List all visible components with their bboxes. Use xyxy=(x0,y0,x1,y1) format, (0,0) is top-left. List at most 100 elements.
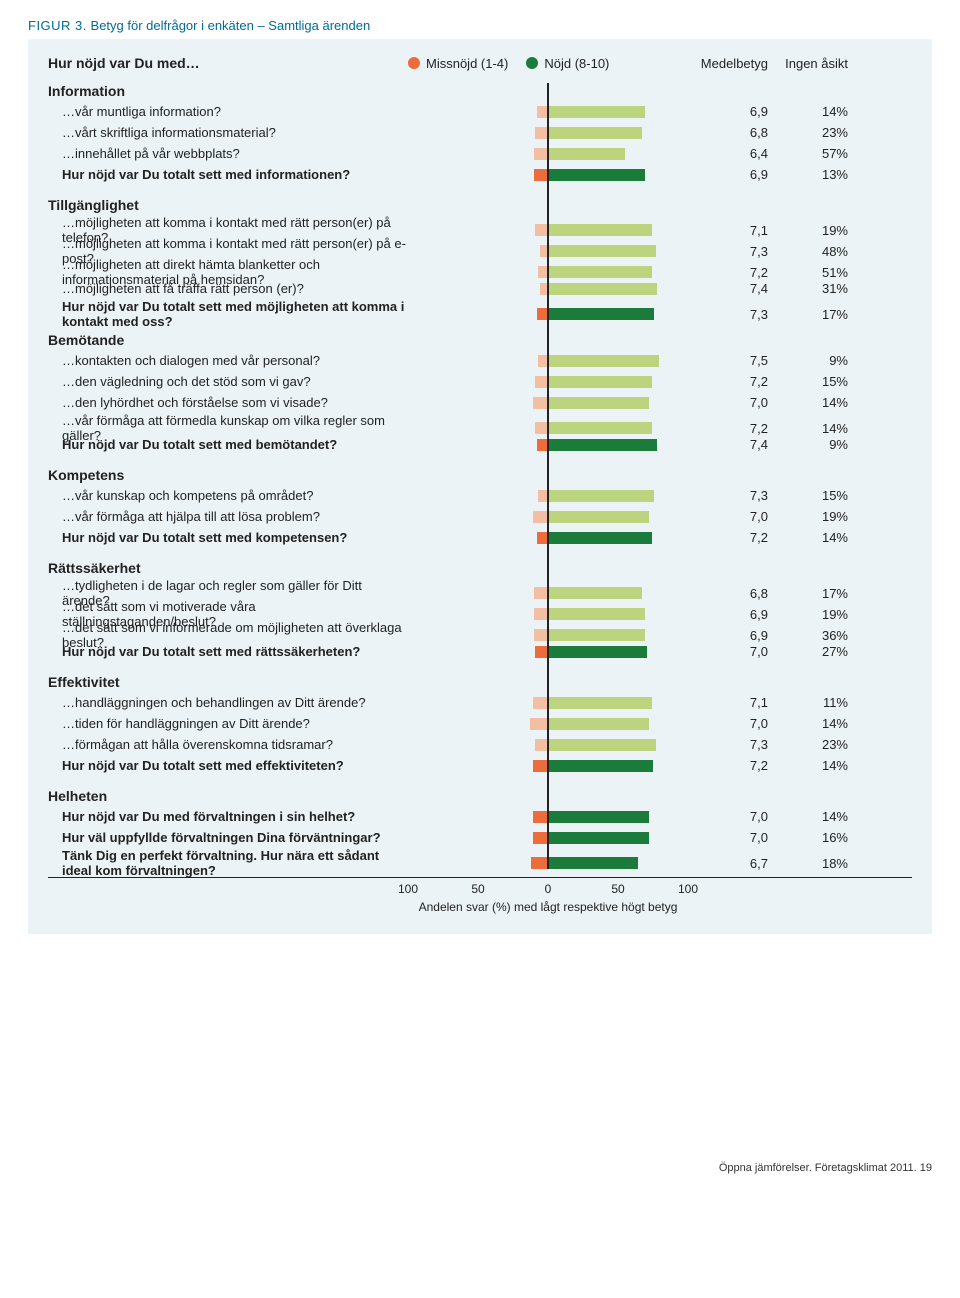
row-none: 17% xyxy=(768,586,848,601)
bar-right xyxy=(548,490,654,502)
data-row: Hur nöjd var Du totalt sett med möjlighe… xyxy=(48,299,912,320)
x-tick: 100 xyxy=(398,882,418,896)
row-mean: 7,2 xyxy=(688,758,768,773)
bar-left xyxy=(533,511,548,523)
bar-right xyxy=(548,739,656,751)
row-mean: 7,2 xyxy=(688,265,768,280)
x-caption-row: Andelen svar (%) med lågt respektive hög… xyxy=(48,900,912,914)
section-title: Bemötande xyxy=(48,332,912,348)
x-caption: Andelen svar (%) med lågt respektive hög… xyxy=(408,900,688,914)
bar-right xyxy=(548,422,652,434)
bar-right xyxy=(548,587,642,599)
row-none: 14% xyxy=(768,421,848,436)
bar-right xyxy=(548,245,656,257)
row-none: 13% xyxy=(768,167,848,182)
row-label: …möjligheten att få träffa rätt person (… xyxy=(48,281,408,296)
bar-right xyxy=(548,646,647,658)
row-mean: 7,0 xyxy=(688,395,768,410)
row-none: 23% xyxy=(768,737,848,752)
x-ticks: 10050050100 xyxy=(408,882,688,896)
row-mean: 7,2 xyxy=(688,530,768,545)
row-none: 19% xyxy=(768,223,848,238)
data-row: Tänk Dig en perfekt förvaltning. Hur när… xyxy=(48,848,912,869)
bar-left xyxy=(534,148,548,160)
legend: Missnöjd (1-4) Nöjd (8-10) xyxy=(408,56,688,71)
data-row: …vår förmåga att förmedla kunskap om vil… xyxy=(48,413,912,434)
bar-right xyxy=(548,106,645,118)
row-mean: 7,5 xyxy=(688,353,768,368)
row-none: 36% xyxy=(768,628,848,643)
row-label: …vår förmåga att hjälpa till att lösa pr… xyxy=(48,509,408,524)
row-label: …kontakten och dialogen med vår personal… xyxy=(48,353,408,368)
row-mean: 6,4 xyxy=(688,146,768,161)
bar-right xyxy=(548,511,649,523)
row-mean: 7,2 xyxy=(688,421,768,436)
data-row: …vår muntliga information?6,914% xyxy=(48,101,912,122)
legend-satisfied: Nöjd (8-10) xyxy=(526,56,609,71)
header-none: Ingen åsikt xyxy=(768,56,848,71)
row-label: …den lyhördhet och förståelse som vi vis… xyxy=(48,395,408,410)
row-mean: 7,3 xyxy=(688,244,768,259)
axis-line xyxy=(547,83,549,869)
row-label: …vår kunskap och kompetens på området? xyxy=(48,488,408,503)
section-title: Tillgänglighet xyxy=(48,197,912,213)
row-none: 19% xyxy=(768,607,848,622)
bar-right xyxy=(548,439,657,451)
bar-right xyxy=(548,857,638,869)
row-none: 14% xyxy=(768,758,848,773)
row-label: …den vägledning och det stöd som vi gav? xyxy=(48,374,408,389)
row-none: 19% xyxy=(768,509,848,524)
data-row: …kontakten och dialogen med vår personal… xyxy=(48,350,912,371)
section-title: Effektivitet xyxy=(48,674,912,690)
chart-region: Information…vår muntliga information?6,9… xyxy=(48,83,912,869)
header-question: Hur nöjd var Du med… xyxy=(48,55,408,71)
section-title: Helheten xyxy=(48,788,912,804)
row-mean: 7,4 xyxy=(688,281,768,296)
data-row: Hur väl uppfyllde förvaltningen Dina för… xyxy=(48,827,912,848)
row-mean: 7,3 xyxy=(688,737,768,752)
row-mean: 6,7 xyxy=(688,856,768,871)
row-label: Hur väl uppfyllde förvaltningen Dina för… xyxy=(48,830,408,845)
row-mean: 6,8 xyxy=(688,586,768,601)
row-none: 14% xyxy=(768,530,848,545)
row-mean: 7,1 xyxy=(688,223,768,238)
data-row: Hur nöjd var Du totalt sett med effektiv… xyxy=(48,755,912,776)
row-mean: 6,9 xyxy=(688,167,768,182)
row-mean: 6,8 xyxy=(688,125,768,140)
bar-right xyxy=(548,169,645,181)
row-none: 57% xyxy=(768,146,848,161)
bar-right xyxy=(548,224,652,236)
bar-left xyxy=(533,832,548,844)
data-row: …tiden för handläggningen av Ditt ärende… xyxy=(48,713,912,734)
x-tick: 50 xyxy=(471,882,484,896)
data-row: …den lyhördhet och förståelse som vi vis… xyxy=(48,392,912,413)
row-label: …förmågan att hålla överenskomna tidsram… xyxy=(48,737,408,752)
row-none: 14% xyxy=(768,395,848,410)
header-row: Hur nöjd var Du med… Missnöjd (1-4) Nöjd… xyxy=(48,55,912,71)
row-mean: 7,3 xyxy=(688,307,768,322)
bar-left xyxy=(534,587,548,599)
footer: Öppna jämförelser. Företagsklimat 2011. … xyxy=(0,1152,960,1184)
row-none: 27% xyxy=(768,644,848,659)
bar-right xyxy=(548,355,659,367)
row-label: Hur nöjd var Du totalt sett med möjlighe… xyxy=(48,299,408,329)
bar-right xyxy=(548,718,649,730)
row-mean: 7,0 xyxy=(688,830,768,845)
data-row: …tydligheten i de lagar och regler som g… xyxy=(48,578,912,599)
bar-right xyxy=(548,697,652,709)
bar-right xyxy=(548,629,645,641)
row-none: 9% xyxy=(768,353,848,368)
bar-left xyxy=(533,397,548,409)
data-row: …möjligheten att direkt hämta blanketter… xyxy=(48,257,912,278)
row-label: Hur nöjd var Du totalt sett med informat… xyxy=(48,167,408,182)
bar-right xyxy=(548,608,645,620)
row-label: Hur nöjd var Du med förvaltningen i sin … xyxy=(48,809,408,824)
legend-satisfied-label: Nöjd (8-10) xyxy=(544,56,609,71)
data-row: …möjligheten att komma i kontakt med rät… xyxy=(48,215,912,236)
row-label: Hur nöjd var Du totalt sett med kompeten… xyxy=(48,530,408,545)
row-none: 14% xyxy=(768,809,848,824)
row-label: …vårt skriftliga informationsmaterial? xyxy=(48,125,408,140)
data-row: Hur nöjd var Du totalt sett med bemötand… xyxy=(48,434,912,455)
bar-right xyxy=(548,127,642,139)
row-mean: 7,0 xyxy=(688,644,768,659)
